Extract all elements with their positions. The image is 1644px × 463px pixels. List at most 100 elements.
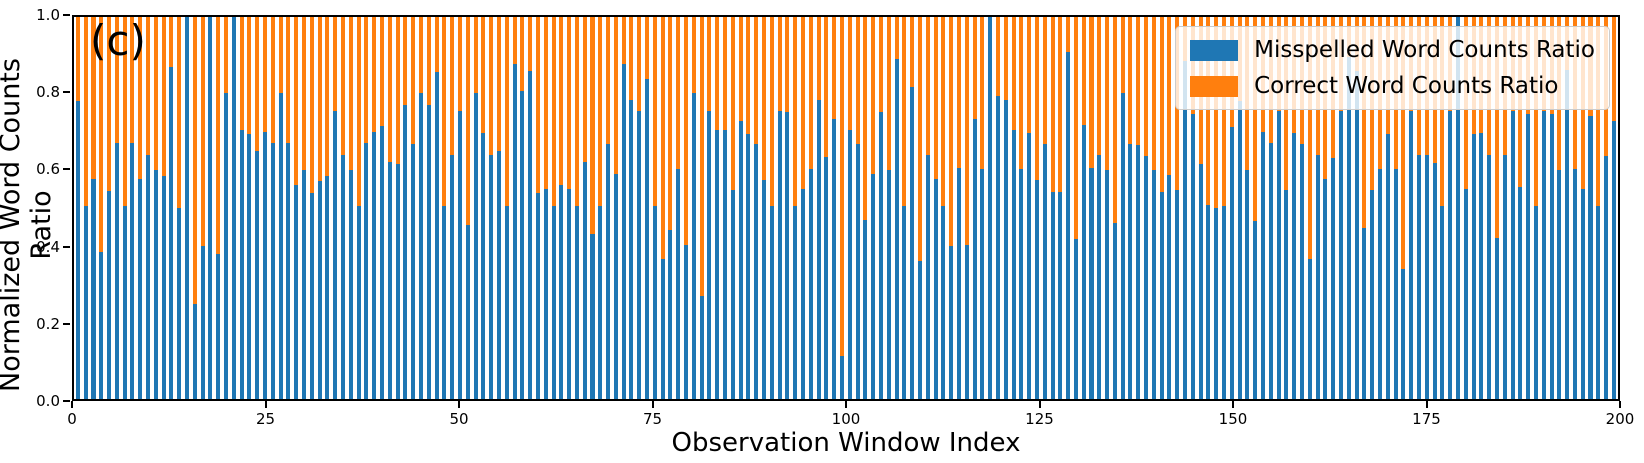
bar-misspelled-segment — [1362, 227, 1367, 399]
bar-stack — [1588, 17, 1593, 399]
bar-stack — [535, 17, 540, 399]
bar-stack — [192, 17, 197, 399]
bar-stack — [676, 17, 681, 399]
plot-area: Misspelled Word Counts Ratio Correct Wor… — [72, 15, 1620, 401]
bar-misspelled-segment — [574, 206, 579, 399]
bar-stack — [457, 17, 462, 399]
bar-stack — [1089, 17, 1094, 399]
bar-stack — [878, 17, 883, 399]
bar-stack — [169, 17, 174, 399]
bar-misspelled-segment — [130, 143, 135, 399]
bar-stack — [1518, 17, 1523, 399]
x-tick-label: 25 — [255, 410, 276, 428]
bar-misspelled-segment — [1128, 144, 1133, 399]
legend-label-correct: Correct Word Counts Ratio — [1254, 73, 1559, 99]
bar-misspelled-segment — [1214, 208, 1219, 399]
x-tick-mark — [1232, 401, 1234, 408]
bar-stack — [1502, 17, 1507, 399]
x-tick-label: 175 — [1412, 410, 1441, 428]
bar-misspelled-segment — [645, 78, 650, 399]
bar-stack — [964, 17, 969, 399]
bar-misspelled-segment — [1346, 57, 1351, 399]
y-tick-mark — [63, 400, 70, 402]
bar-stack — [75, 17, 80, 399]
bar-misspelled-segment — [325, 175, 330, 399]
bar-misspelled-segment — [161, 175, 166, 399]
bar-stack — [1066, 17, 1071, 399]
bar-stack — [925, 17, 930, 399]
bar-misspelled-segment — [613, 174, 618, 399]
bar-stack — [621, 17, 626, 399]
bar-stack — [1268, 17, 1273, 399]
bar-misspelled-segment — [114, 143, 119, 399]
bar-misspelled-segment — [871, 174, 876, 399]
bar-misspelled-segment — [1526, 114, 1531, 399]
bar-stack — [239, 17, 244, 399]
bar-misspelled-segment — [231, 17, 236, 399]
bar-stack — [278, 17, 283, 399]
bar-misspelled-segment — [1268, 143, 1273, 399]
bar-misspelled-segment — [528, 71, 533, 399]
bar-stack — [200, 17, 205, 399]
bar-misspelled-segment — [839, 355, 844, 399]
bar-stack — [746, 17, 751, 399]
bar-misspelled-segment — [309, 192, 314, 399]
bar-misspelled-segment — [457, 111, 462, 399]
bar-stack — [434, 17, 439, 399]
bar-misspelled-segment — [878, 112, 883, 399]
bar-stack — [652, 17, 657, 399]
bar-misspelled-segment — [1487, 155, 1492, 399]
x-axis-title: Observation Window Index — [671, 428, 1021, 458]
bar-misspelled-segment — [434, 72, 439, 399]
bar-misspelled-segment — [1401, 269, 1406, 399]
bar-stack — [738, 17, 743, 399]
bar-stack — [1151, 17, 1156, 399]
bar-stack — [972, 17, 977, 399]
bar-stack — [1112, 17, 1117, 399]
bar-stack — [340, 17, 345, 399]
bar-misspelled-segment — [707, 110, 712, 399]
bar-misspelled-segment — [746, 133, 751, 399]
bar-stack — [941, 17, 946, 399]
bar-misspelled-segment — [426, 104, 431, 399]
bar-misspelled-segment — [769, 206, 774, 399]
bar-stack — [364, 17, 369, 399]
bar-stack — [1284, 17, 1289, 399]
bar-misspelled-segment — [348, 169, 353, 399]
bar-misspelled-segment — [302, 169, 307, 399]
bar-misspelled-segment — [824, 156, 829, 399]
bar-stack — [317, 17, 322, 399]
bar-stack — [543, 17, 548, 399]
bar-misspelled-segment — [1565, 70, 1570, 399]
bar-stack — [1081, 17, 1086, 399]
bar-stack — [1050, 17, 1055, 399]
bar-stack — [1190, 17, 1195, 399]
bar-stack — [1003, 17, 1008, 399]
bar-misspelled-segment — [411, 143, 416, 399]
bar-misspelled-segment — [1190, 114, 1195, 399]
bar-misspelled-segment — [1229, 126, 1234, 399]
bar-misspelled-segment — [1034, 180, 1039, 399]
bar-misspelled-segment — [286, 143, 291, 399]
bar-misspelled-segment — [1580, 189, 1585, 399]
bar-stack — [489, 17, 494, 399]
bar-misspelled-segment — [832, 119, 837, 399]
bar-stack — [473, 17, 478, 399]
bar-stack — [418, 17, 423, 399]
bar-misspelled-segment — [730, 190, 735, 399]
bar-misspelled-segment — [1510, 110, 1515, 399]
bar-stack — [1572, 17, 1577, 399]
bar-misspelled-segment — [1557, 170, 1562, 399]
bar-stack — [762, 17, 767, 399]
panel-label: (c) — [90, 16, 146, 65]
bar-misspelled-segment — [1027, 133, 1032, 399]
bar-stack — [574, 17, 579, 399]
bar-stack — [302, 17, 307, 399]
bar-stack — [839, 17, 844, 399]
bar-misspelled-segment — [403, 104, 408, 399]
bar-stack — [606, 17, 611, 399]
bar-misspelled-segment — [442, 206, 447, 399]
bar-misspelled-segment — [138, 179, 143, 399]
bar-misspelled-segment — [886, 169, 891, 399]
bar-stack — [590, 17, 595, 399]
